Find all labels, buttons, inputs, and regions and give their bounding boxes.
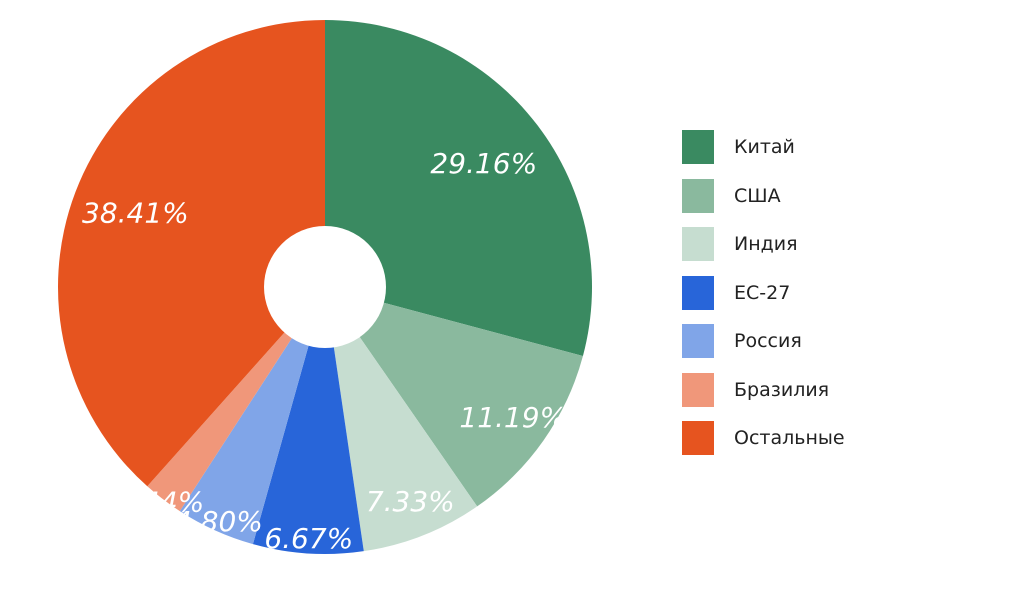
donut-hole bbox=[264, 226, 386, 348]
legend-swatch bbox=[682, 275, 714, 310]
slice-6 bbox=[147, 287, 325, 512]
legend-label: Остальные bbox=[734, 427, 845, 449]
legend-label: Бразилия bbox=[734, 378, 830, 401]
legend-swatch bbox=[682, 372, 714, 407]
slice-5 bbox=[179, 287, 325, 545]
legend-label: Россия bbox=[734, 330, 802, 352]
slice-2 bbox=[325, 287, 583, 507]
slice-label-5: 4.80% bbox=[174, 505, 263, 538]
legend-item: Бразилия bbox=[682, 372, 845, 408]
legend-item: Китай bbox=[682, 129, 845, 165]
legend-swatch bbox=[682, 178, 714, 213]
legend-swatch bbox=[682, 227, 714, 261]
legend-item: Остальные bbox=[682, 420, 845, 456]
legend-item: Индия bbox=[682, 226, 845, 262]
slice-1 bbox=[325, 20, 592, 356]
slice-label-7: 38.41% bbox=[82, 197, 189, 230]
legend-label: США bbox=[734, 184, 781, 207]
legend-swatch bbox=[682, 421, 714, 455]
slice-label-1: 29.16% bbox=[430, 147, 537, 180]
legend-label: Индия bbox=[734, 233, 798, 255]
legend-label: ЕС-27 bbox=[734, 281, 791, 304]
slice-label-6: 2.44% bbox=[115, 486, 204, 519]
pie-slices bbox=[57, 20, 592, 555]
slice-3 bbox=[325, 287, 478, 552]
slice-4 bbox=[252, 287, 364, 555]
slice-label-4: 6.67% bbox=[264, 522, 353, 555]
slice-7 bbox=[57, 20, 326, 487]
chart-legend: Китай США Индия ЕС-27 Россия Бразилия Остальны… bbox=[682, 129, 845, 469]
slice-label-2: 11.19% bbox=[459, 401, 566, 434]
legend-item: Россия bbox=[682, 323, 845, 359]
legend-swatch bbox=[682, 324, 714, 358]
legend-item: ЕС-27 bbox=[682, 275, 845, 311]
legend-label: Китай bbox=[734, 136, 795, 158]
legend-item: США bbox=[682, 178, 845, 214]
slice-labels: 29.16% 11.19% 7.33% 6.67%4.80%2.44% 38.41% bbox=[82, 147, 566, 555]
slice-label-3: 7.33% bbox=[366, 485, 455, 518]
legend-swatch bbox=[682, 130, 714, 164]
